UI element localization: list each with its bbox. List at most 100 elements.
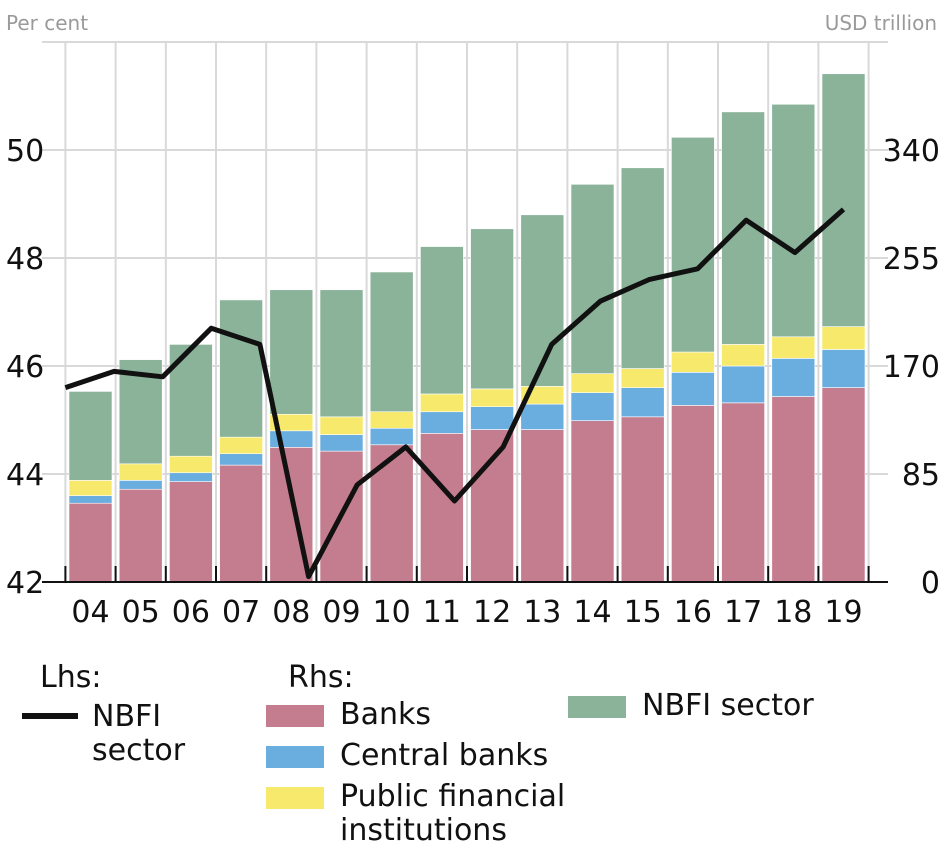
- legend-public-fin-label: Public financial institutions: [340, 779, 566, 848]
- bar-public-financial-institutions-07: [219, 436, 263, 454]
- bar-banks-16: [671, 405, 715, 583]
- bar-banks-15: [620, 416, 665, 583]
- rhs-tick-label: 255: [883, 242, 940, 277]
- bar-banks-07: [219, 464, 263, 583]
- bar-central-banks-15: [620, 387, 665, 418]
- legend-nbfi-label: NBFI sector: [642, 688, 814, 723]
- rhs-tick-label: 170: [883, 350, 940, 385]
- x-tick-label: 14: [573, 595, 611, 630]
- bar-banks-04: [68, 502, 113, 583]
- bar-banks-17: [721, 402, 765, 583]
- legend-line-label: NBFI sector: [92, 699, 186, 768]
- x-tick-label: 13: [523, 595, 561, 630]
- bars: [68, 73, 866, 583]
- bar-public-financial-institutions-05: [118, 463, 163, 481]
- lhs-unit-label: Per cent: [6, 11, 88, 35]
- nbfi-line: [64, 207, 846, 580]
- x-tick-label: 05: [122, 595, 160, 630]
- bar-nbfi-sector-14: [570, 184, 615, 374]
- x-tick-label: 09: [322, 595, 360, 630]
- bar-banks-14: [570, 420, 615, 583]
- bar-public-financial-institutions-19: [821, 326, 866, 350]
- bar-central-banks-16: [671, 372, 715, 406]
- bar-banks-11: [420, 433, 464, 583]
- x-tick-label: 17: [724, 595, 762, 630]
- x-tick-label: 12: [473, 595, 511, 630]
- bar-nbfi-sector-10: [369, 271, 414, 413]
- x-tick-label: 06: [172, 595, 210, 630]
- bar-nbfi-sector-15: [620, 167, 665, 369]
- bar-banks-05: [118, 488, 163, 583]
- bar-nbfi-sector-19: [821, 73, 866, 327]
- bar-central-banks-17: [721, 365, 765, 404]
- bar-nbfi-sector-12: [470, 228, 514, 390]
- bar-banks-18: [771, 396, 816, 583]
- bar-public-financial-institutions-18: [771, 336, 816, 359]
- x-tick-label: 18: [774, 595, 812, 630]
- tick-labels: 42 44 46 48 50 0 85 170 255 340 04 05 06 07 08 09 10 11 12…: [6, 134, 940, 630]
- nbfi-line-layer: [64, 207, 846, 580]
- axes: [42, 566, 888, 583]
- bar-public-financial-institutions-15: [620, 368, 665, 388]
- legend-central-banks-label: Central banks: [340, 738, 549, 773]
- lhs-tick-label: 48: [6, 242, 44, 277]
- bar-public-financial-institutions-06: [169, 455, 213, 474]
- chart: Per cent USD trillion 42 44 46 48 50 0 85 170 25…: [6, 11, 940, 630]
- bar-central-banks-04: [68, 495, 113, 504]
- bar-central-banks-13: [520, 403, 565, 430]
- x-tick-label: 04: [71, 595, 109, 630]
- rhs-tick-label: 0: [921, 566, 940, 601]
- bar-nbfi-sector-18: [771, 103, 816, 338]
- x-tick-label: 11: [423, 595, 461, 630]
- bar-public-financial-institutions-12: [470, 388, 514, 407]
- bar-central-banks-14: [570, 392, 615, 421]
- bar-public-financial-institutions-09: [319, 416, 364, 435]
- lhs-tick-label: 44: [6, 458, 44, 493]
- bar-nbfi-sector-08: [269, 289, 314, 415]
- gridlines: [42, 41, 888, 582]
- bar-central-banks-09: [319, 434, 364, 452]
- bar-public-financial-institutions-04: [68, 480, 113, 496]
- x-tick-label: 16: [674, 595, 712, 630]
- x-tick-label: 07: [222, 595, 260, 630]
- bar-public-financial-institutions-17: [721, 344, 765, 367]
- rhs-tick-label: 340: [883, 134, 940, 169]
- bar-nbfi-sector-09: [319, 289, 364, 418]
- bar-nbfi-sector-04: [68, 391, 113, 481]
- bar-nbfi-sector-11: [420, 246, 464, 395]
- bar-central-banks-12: [470, 406, 514, 430]
- legend-central-banks-swatch: [266, 746, 324, 768]
- legend-rhs-title: Rhs:: [288, 660, 354, 695]
- bar-central-banks-05: [118, 480, 163, 490]
- legend-lhs-title: Lhs:: [40, 660, 102, 695]
- bar-banks-13: [520, 429, 565, 583]
- bar-public-financial-institutions-11: [420, 393, 464, 413]
- bar-banks-10: [369, 444, 414, 583]
- bar-central-banks-18: [771, 358, 816, 397]
- bar-banks-19: [821, 387, 866, 583]
- rhs-tick-label: 85: [902, 458, 940, 493]
- bar-public-financial-institutions-14: [570, 373, 615, 393]
- lhs-tick-label: 50: [6, 134, 44, 169]
- legend-banks-label: Banks: [340, 697, 431, 732]
- bar-central-banks-10: [369, 427, 414, 446]
- x-tick-label: 08: [272, 595, 310, 630]
- bar-nbfi-sector-13: [520, 214, 565, 387]
- lhs-tick-label: 42: [6, 566, 44, 601]
- legend-line-swatch: [22, 713, 78, 719]
- bar-banks-06: [169, 481, 213, 583]
- bar-central-banks-11: [420, 411, 464, 434]
- lhs-tick-label: 46: [6, 350, 44, 385]
- x-tick-label: 19: [824, 595, 862, 630]
- bar-public-financial-institutions-16: [671, 351, 715, 373]
- bar-public-financial-institutions-10: [369, 411, 414, 429]
- legend-banks-swatch: [266, 705, 324, 727]
- bar-central-banks-06: [169, 472, 213, 482]
- bar-central-banks-07: [219, 453, 263, 466]
- rhs-unit-label: USD trillion: [825, 11, 937, 35]
- bar-banks-12: [470, 429, 514, 583]
- legend-nbfi-swatch: [568, 696, 626, 718]
- x-tick-label: 15: [624, 595, 662, 630]
- bar-nbfi-sector-07: [219, 299, 263, 438]
- x-tick-label: 10: [373, 595, 411, 630]
